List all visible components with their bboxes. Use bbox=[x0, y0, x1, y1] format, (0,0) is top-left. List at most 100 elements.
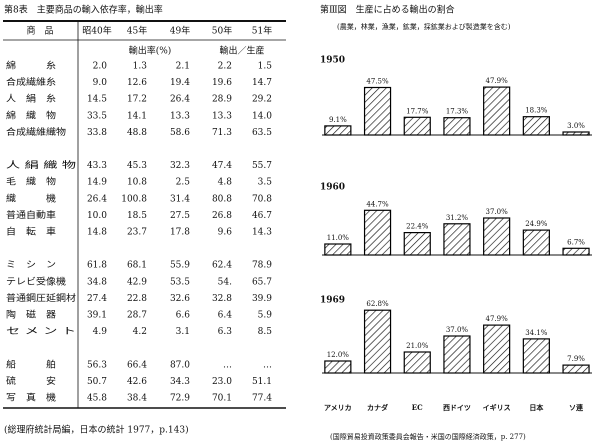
cell: 10.8 bbox=[127, 178, 147, 188]
value-label: 17.7% bbox=[406, 107, 429, 115]
cell: 66.4 bbox=[127, 360, 147, 370]
cell: 48.8 bbox=[127, 128, 147, 138]
cell: 42.6 bbox=[127, 377, 147, 387]
row-name: 人 絹 糸 bbox=[6, 93, 56, 105]
cell: 13.3 bbox=[170, 111, 190, 121]
cell: 23.0 bbox=[212, 377, 232, 387]
table-subheader: 輸出率(%) bbox=[129, 45, 172, 57]
value-label: 9.1% bbox=[329, 116, 347, 124]
row-name: ミ シ ン bbox=[6, 261, 56, 271]
value-label: 22.4% bbox=[406, 223, 429, 231]
cell: 9.0 bbox=[93, 78, 108, 88]
figure-source: (国際貿易投資政策委員会報告・米国の国際経済政策，p. 277) bbox=[330, 432, 526, 441]
bar bbox=[483, 86, 511, 136]
cell: 19.6 bbox=[212, 78, 232, 88]
bar bbox=[483, 324, 511, 374]
cell: 58.6 bbox=[170, 128, 190, 138]
bar bbox=[483, 217, 511, 256]
cell: 54. bbox=[218, 277, 232, 287]
value-label: 7.9% bbox=[567, 355, 585, 363]
cell: 14.7 bbox=[252, 78, 272, 88]
row-name: 自 転 車 bbox=[6, 226, 56, 238]
value-label: 24.9% bbox=[525, 220, 548, 228]
value-label: 37.0% bbox=[446, 326, 469, 334]
cell: 34.8 bbox=[87, 277, 107, 287]
bar bbox=[363, 209, 392, 256]
bar bbox=[522, 229, 550, 256]
cell: 9.6 bbox=[218, 228, 233, 238]
cell: 32.3 bbox=[170, 161, 190, 171]
cell: 56.3 bbox=[87, 360, 107, 370]
table-subheader: 輸出／生産 bbox=[219, 45, 264, 57]
table-header: 45年 bbox=[127, 25, 147, 37]
cell: 68.1 bbox=[127, 261, 147, 271]
cell: 33.5 bbox=[87, 111, 107, 121]
row-name: 合成繊維糸 bbox=[6, 76, 56, 88]
cell: 14.9 bbox=[87, 178, 107, 188]
panel-year: 1960 bbox=[320, 183, 345, 193]
table-header: 商 品 bbox=[26, 25, 53, 37]
cell: 80.8 bbox=[212, 194, 232, 204]
value-label: 18.3% bbox=[525, 107, 548, 115]
table-header: 50年 bbox=[212, 25, 232, 37]
cell: 87.0 bbox=[170, 360, 190, 370]
cell: 13.3 bbox=[212, 111, 232, 121]
cell: 14.0 bbox=[252, 111, 272, 121]
bar bbox=[363, 309, 392, 374]
cell: 42.9 bbox=[127, 277, 147, 287]
cell: 34.3 bbox=[170, 377, 190, 387]
cell: 43.3 bbox=[87, 161, 107, 171]
category-label: 日本 bbox=[529, 403, 543, 412]
cell: 6.3 bbox=[218, 327, 233, 337]
table-header: 昭40年 bbox=[82, 25, 111, 37]
cell: 3.5 bbox=[258, 178, 273, 188]
bar bbox=[363, 86, 392, 136]
cell: 77.4 bbox=[252, 394, 272, 404]
cell: 6.4 bbox=[218, 311, 233, 321]
cell: 29.2 bbox=[252, 95, 272, 105]
cell: 22.8 bbox=[127, 294, 147, 304]
cell: 3.1 bbox=[176, 327, 190, 337]
cell: 8.5 bbox=[258, 327, 273, 337]
value-label: 21.0% bbox=[406, 342, 429, 350]
cell: 65.7 bbox=[252, 277, 272, 287]
bar bbox=[522, 116, 550, 136]
cell: 51.1 bbox=[252, 377, 272, 387]
cell: 61.8 bbox=[87, 261, 107, 271]
cell: 50.7 bbox=[87, 377, 107, 387]
cell: 47.4 bbox=[212, 161, 232, 171]
row-name: 普通鋼圧延鋼材 bbox=[6, 292, 76, 304]
bar bbox=[324, 125, 352, 136]
bar bbox=[403, 232, 431, 256]
row-name: 綿 織 物 bbox=[6, 109, 56, 121]
bar bbox=[522, 338, 550, 374]
cell: 45.8 bbox=[87, 394, 107, 404]
cell: 14.1 bbox=[127, 111, 147, 121]
cell: 62.4 bbox=[212, 261, 232, 271]
bar bbox=[403, 116, 431, 136]
cell: 27.4 bbox=[87, 294, 107, 304]
cell: 17.2 bbox=[127, 95, 147, 105]
cell: 33.8 bbox=[87, 128, 107, 138]
cell: … bbox=[263, 360, 272, 370]
cell: 19.4 bbox=[170, 78, 190, 88]
cell: 28.7 bbox=[127, 311, 147, 321]
category-label: 西ドイツ bbox=[443, 403, 471, 412]
table-note: (総理府統計局編，日本の統計 1977，p.143) bbox=[4, 424, 189, 436]
category-label: ソ連 bbox=[569, 403, 584, 412]
cell: 55.9 bbox=[170, 261, 190, 271]
cell: 38.4 bbox=[127, 394, 147, 404]
value-label: 37.0% bbox=[486, 208, 509, 216]
cell: 78.9 bbox=[252, 261, 272, 271]
row-name: 陶 磁 器 bbox=[6, 309, 56, 321]
value-label: 47.9% bbox=[486, 315, 509, 323]
cell: 18.5 bbox=[127, 211, 147, 221]
row-name: 硫 安 bbox=[6, 375, 56, 387]
cell: 2.0 bbox=[93, 62, 108, 72]
panel-year: 1950 bbox=[320, 56, 345, 66]
cell: 23.7 bbox=[127, 228, 147, 238]
row-name: 人 絹 織 物 bbox=[6, 159, 76, 171]
cell: 32.8 bbox=[212, 294, 232, 304]
